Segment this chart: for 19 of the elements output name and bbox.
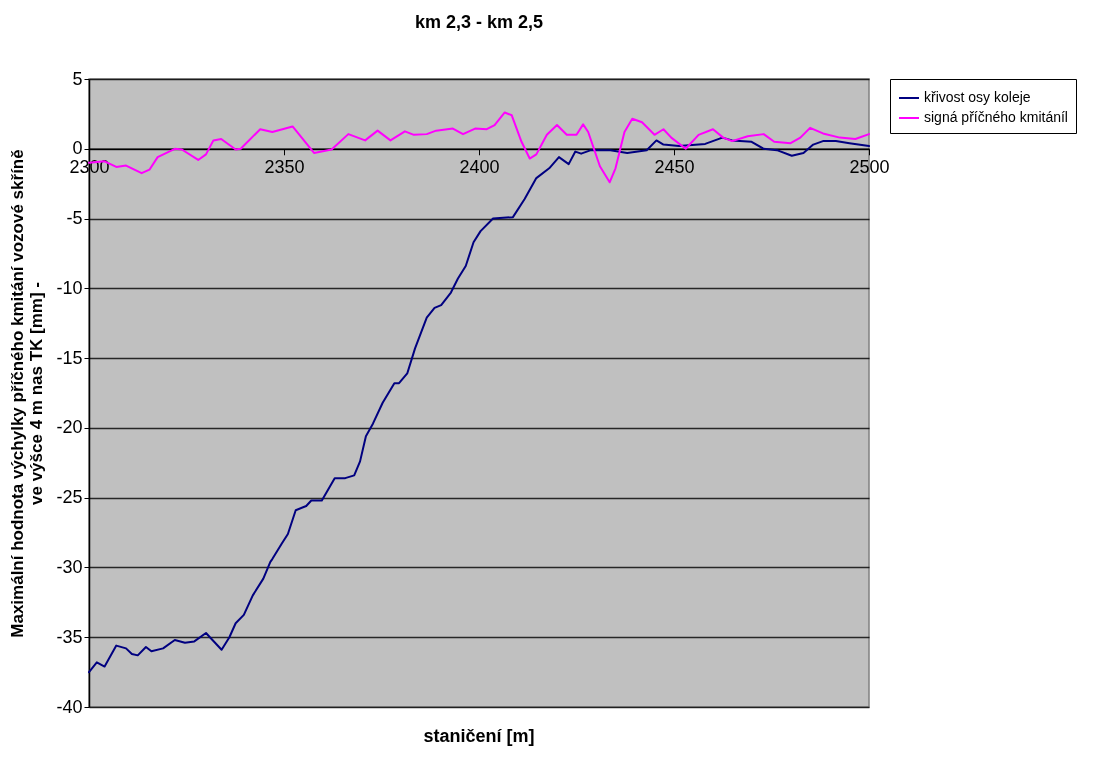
y-tick-label: -40 [56,696,83,717]
x-tick-label: 2450 [654,157,695,178]
y-tick-label: 0 [72,138,83,159]
y-tick-label: 5 [72,68,83,89]
y-axis-title: Maximální hodnota výchylky příčného kmitání vozové skříně ve výšce 4 m nas TK [mm] - [8,149,47,638]
y-tick-label: -25 [56,487,83,508]
legend-label: signá příčného kmitáníl [924,109,1068,125]
y-tick-label: -5 [66,208,83,229]
y-tick-label: -15 [56,347,83,368]
legend-label: křivost osy koleje [924,89,1031,105]
chart-title: km 2,3 - km 2,5 [414,12,544,32]
x-tick-label: 2500 [849,157,890,178]
y-tick-label: -30 [56,556,83,577]
x-tick-label: 2400 [459,157,500,178]
y-tick-label: -10 [56,277,83,298]
x-tick-label: 2350 [264,157,305,178]
x-axis-title: staničení [m] [423,726,535,746]
y-tick-label: -35 [56,626,83,647]
y-tick-label: -20 [56,417,83,438]
